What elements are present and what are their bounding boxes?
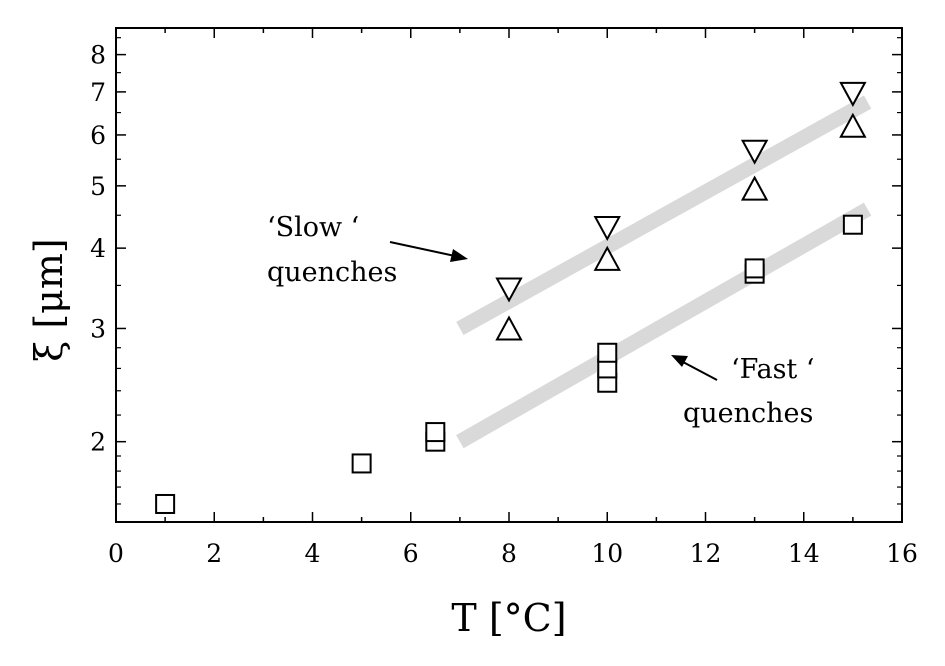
y-tick-label: 4 [90, 234, 106, 263]
data-point-square [155, 493, 176, 514]
y-axis-title: ξ [μm] [27, 238, 71, 361]
y-tick-label: 7 [90, 78, 106, 107]
data-point-triangle-up [495, 315, 523, 341]
data-point-triangle-down [839, 81, 867, 107]
x-tick-label: 2 [206, 539, 222, 568]
data-point-square [597, 342, 618, 363]
x-tick-label: 6 [403, 539, 419, 568]
annotation-fast-arrow [682, 361, 718, 381]
fit-lines [456, 95, 872, 449]
plot-frame [115, 27, 903, 523]
x-tick-label: 4 [305, 539, 321, 568]
x-axis-title: T [°C] [451, 596, 566, 640]
data-point-square [351, 453, 372, 474]
data-point-triangle-up [839, 112, 867, 138]
y-tick-label: 3 [90, 314, 106, 343]
data-point-square [744, 258, 765, 279]
data-markers [155, 81, 867, 514]
x-tick-label: 12 [690, 539, 722, 568]
x-tick-label: 14 [788, 539, 820, 568]
data-point-square [425, 422, 446, 443]
data-point-square [842, 214, 863, 235]
fit-line-2 [456, 202, 872, 449]
axis-ticks: 0 2 4 6 8 10 12 14 16 2 3 4 5 6 7 8 [90, 28, 918, 568]
y-tick-label: 5 [90, 172, 106, 201]
annotation-slow-line2: quenches [267, 257, 397, 288]
fit-line-1 [456, 95, 872, 336]
data-point-triangle-down [740, 139, 769, 165]
y-tick-label: 2 [90, 428, 106, 457]
y-tick-label: 8 [90, 41, 106, 70]
y-tick-label: 6 [90, 121, 106, 150]
data-point-triangle-up [740, 175, 769, 201]
annotation-slow-arrow [389, 241, 456, 257]
annotation-fast-line1: ‘Fast ‘ [731, 354, 814, 385]
x-tick-label: 16 [886, 539, 918, 568]
data-point-triangle-down [593, 215, 621, 242]
data-point-triangle-down [495, 277, 523, 303]
annotation-fast-arrowhead [671, 355, 688, 367]
x-tick-label: 8 [501, 539, 517, 568]
data-point-triangle-up [593, 245, 621, 271]
annotation-slow-line1: ‘Slow ‘ [267, 212, 359, 243]
annotation-slow-arrowhead [450, 249, 468, 262]
x-tick-label: 10 [591, 539, 623, 568]
x-tick-label: 0 [108, 539, 124, 568]
annotation-fast-line2: quenches [683, 398, 813, 429]
